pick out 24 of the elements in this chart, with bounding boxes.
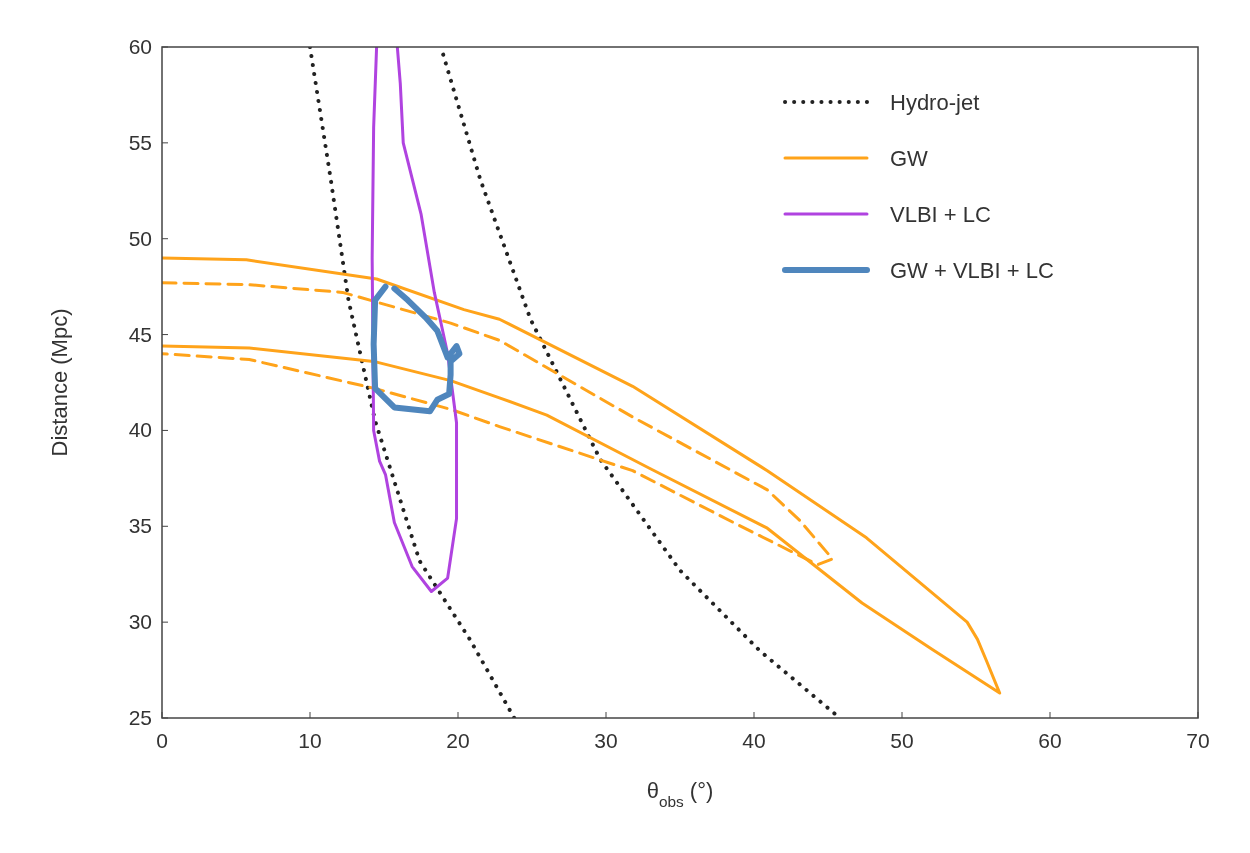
x-tick-label: 20 <box>446 729 470 752</box>
x-tick-label: 30 <box>594 729 618 752</box>
x-tick-label: 40 <box>742 729 766 752</box>
line-series <box>162 256 1002 695</box>
y-tick-label: 25 <box>128 706 152 729</box>
line-series <box>308 47 517 718</box>
y-tick-label: 40 <box>128 418 152 442</box>
x-tick-label: 60 <box>1038 729 1062 752</box>
y-tick-label: 55 <box>128 130 152 154</box>
legend-label: Hydro-jet <box>890 90 980 115</box>
y-tick-label: 30 <box>128 610 152 634</box>
legend-label: GW + VLBI + LC <box>890 258 1054 283</box>
y-axis-title: Distance (Mpc) <box>47 308 72 457</box>
legend-label: GW <box>890 146 929 171</box>
legend-label: VLBI + LC <box>890 202 991 227</box>
y-tick-label: 60 <box>128 35 152 58</box>
x-tick-label: 50 <box>890 729 914 752</box>
x-tick-label: 0 <box>156 729 168 752</box>
x-tick-label: 10 <box>298 729 322 752</box>
y-tick-label: 45 <box>128 322 152 346</box>
y-tick-label: 35 <box>128 514 152 538</box>
x-axis-title: θ$_{obs}$ (°) <box>646 778 714 810</box>
x-tick-label: 70 <box>1186 729 1210 752</box>
y-tick-label: 50 <box>128 226 152 250</box>
